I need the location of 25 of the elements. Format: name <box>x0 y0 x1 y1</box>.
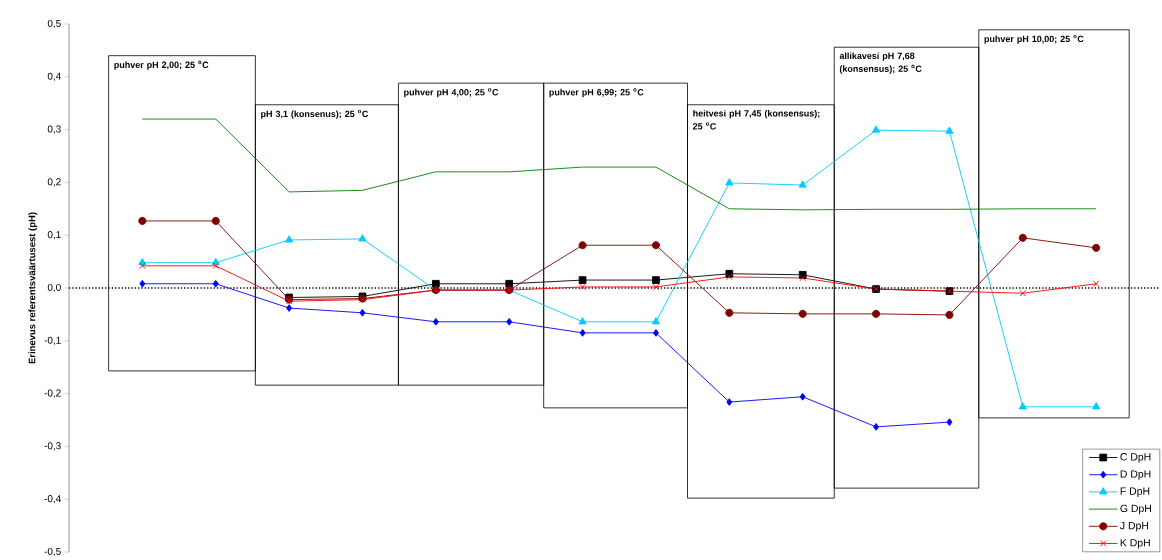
y-tick-label: 0,1 <box>47 231 61 240</box>
annotation: pH 3,1 (konsenus); 25 $^{o}$C <box>261 109 369 119</box>
y-tick-label: -0,2 <box>44 389 61 398</box>
annotation: puhver pH 2,00; 25 $^{o}$C <box>114 60 209 70</box>
y-tick-label: -0,4 <box>44 495 61 504</box>
y-tick-label: 0,5 <box>47 19 61 29</box>
legend-label: D DpH <box>1120 470 1151 480</box>
legend-label: F DpH <box>1120 487 1150 497</box>
y-tick-label: 0,4 <box>47 72 61 81</box>
y-tick-label: -0,5 <box>44 547 61 557</box>
y-axis-title: Erinevus referentsväärtusest (pH) <box>28 212 38 364</box>
annotation: allikavesi pH 7,68 (konsensus); 25 $^{o}$C <box>839 52 922 74</box>
legend-label: C DpH <box>1120 453 1151 463</box>
y-tick-label: -0,3 <box>44 442 61 451</box>
legend-label: G DpH <box>1120 504 1151 515</box>
y-tick-label: 0,2 <box>47 178 61 187</box>
annotation: heitvesi pH 7,45 (konsensus); 25 $^{o}$C <box>693 109 820 130</box>
y-tick-label: 0,0 <box>47 283 61 293</box>
annotation: puhver pH 10,00; 25 $^{o}$C <box>984 34 1084 44</box>
legend-label: J DpH <box>1120 521 1149 532</box>
y-tick-label: 0,3 <box>47 125 61 134</box>
annotation: puhver pH 4,00; 25 $^{o}$C <box>404 88 499 98</box>
y-tick-label: -0,1 <box>44 336 61 345</box>
annotation: puhver pH 6,99; 25 $^{o}$C <box>549 88 644 98</box>
legend-label: K DpH <box>1120 539 1150 549</box>
